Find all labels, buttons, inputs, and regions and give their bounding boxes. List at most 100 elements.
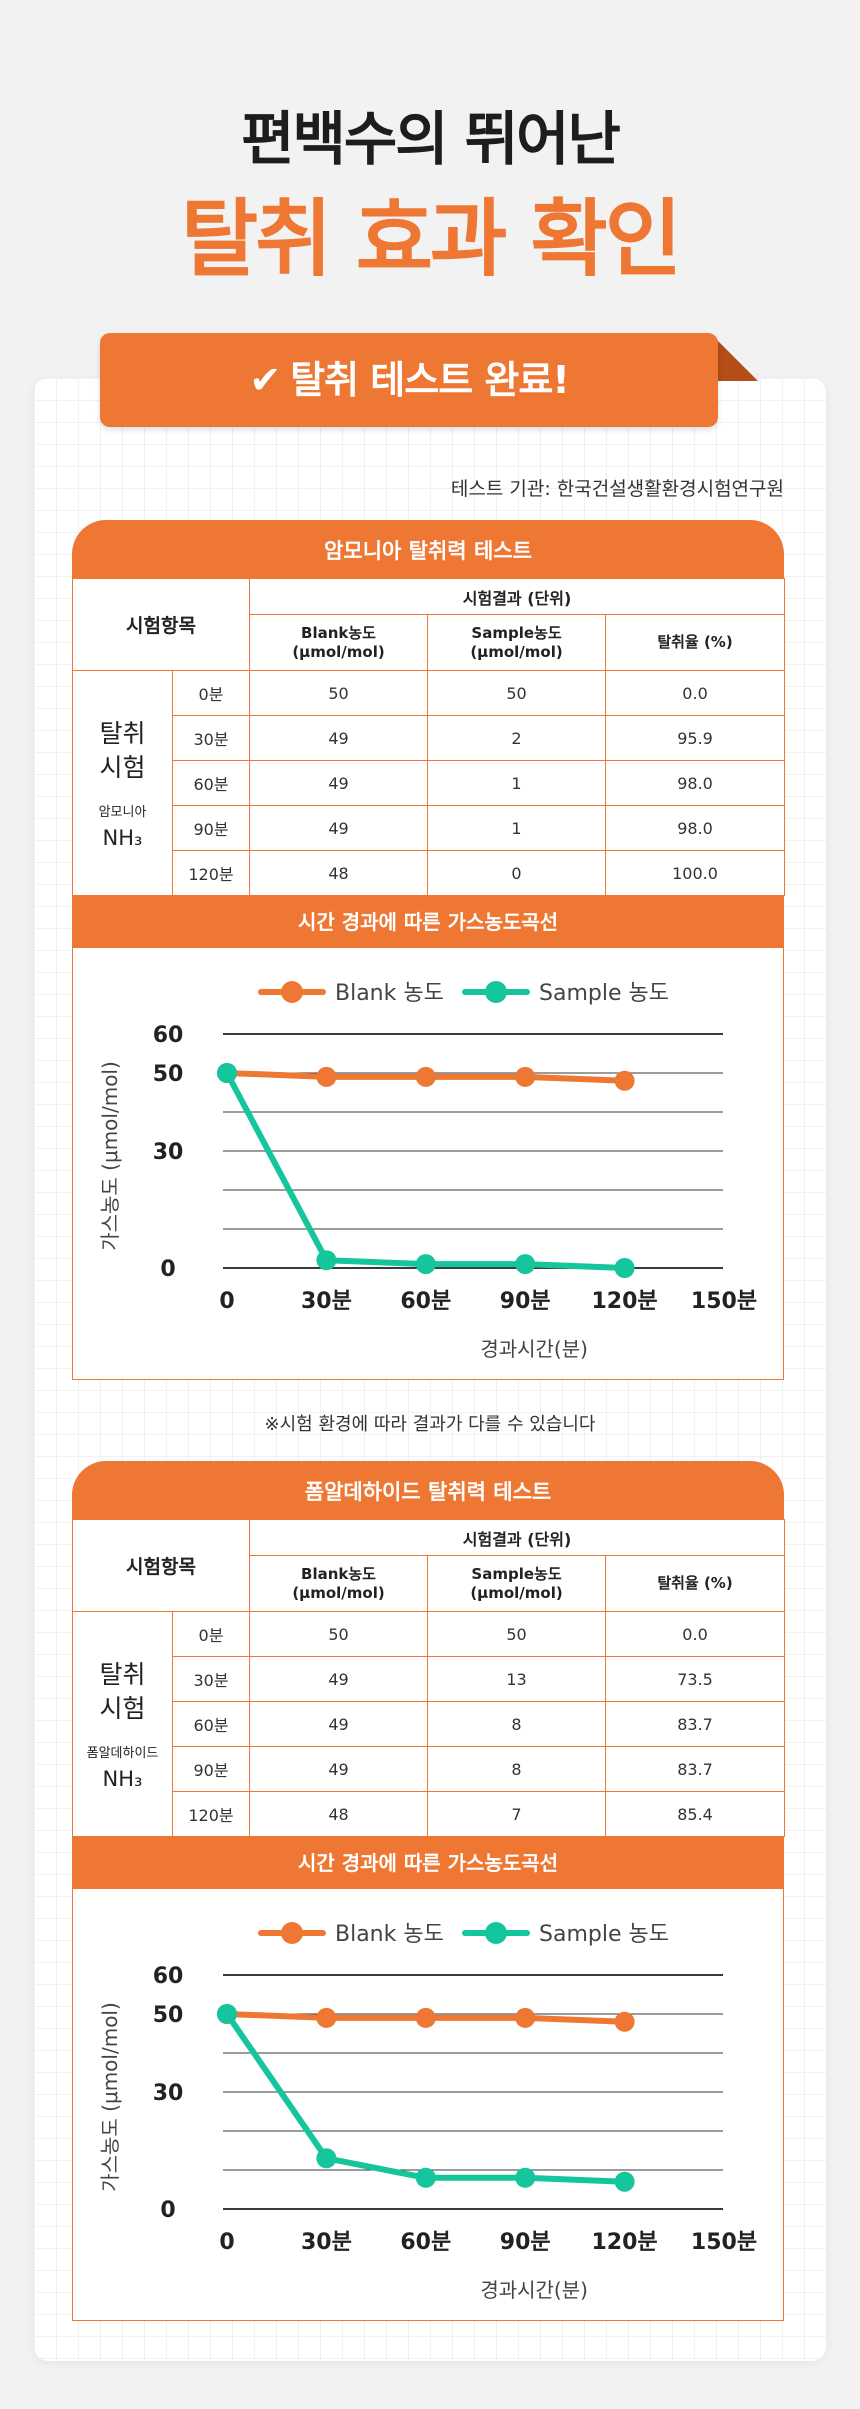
blank-cell: 49 <box>249 1701 429 1747</box>
legend-label: Blank 농도 <box>335 981 444 1006</box>
data-point-sample <box>614 1258 635 1278</box>
result-table: 시험항목 시험결과 (단위) Blank농도 (μmol/mol) Sample… <box>71 578 786 896</box>
test-label: 탈취 시험 <box>99 1659 146 1723</box>
blank-cell: 48 <box>249 850 429 896</box>
rate-cell: 98.0 <box>605 805 786 851</box>
sample-cell: 7 <box>427 1791 607 1837</box>
sample-cell: 50 <box>427 1611 607 1657</box>
y-tick-label: 0 <box>160 2198 175 2223</box>
x-tick-label: 30분 <box>301 1289 352 1314</box>
sample-cell: 0 <box>427 850 607 896</box>
y-tick-label: 50 <box>153 1062 184 1087</box>
x-tick-label: 60분 <box>400 1289 451 1314</box>
header-test-item: 시험항목 <box>71 1519 251 1612</box>
data-point-blank <box>614 2011 635 2032</box>
header-rate: 탈취율 (%) <box>605 1555 786 1612</box>
x-tick-label: 0 <box>219 1289 234 1314</box>
test-complete-ribbon: ✔ 탈취 테스트 완료! <box>100 333 718 427</box>
substance-name: 폼알데하이드 <box>86 1745 159 1761</box>
time-cell: 30분 <box>171 715 251 761</box>
data-point-sample <box>515 2167 536 2188</box>
rate-cell: 0.0 <box>605 670 786 716</box>
x-axis-label: 경과시간(분) <box>480 2278 588 2302</box>
disclaimer-note: ※시험 환경에 따라 결과가 다를 수 있습니다 <box>264 1414 596 1435</box>
sample-cell: 13 <box>427 1656 607 1702</box>
test-label-cell: 탈취 시험 폼알데하이드 NH₃ <box>72 1611 173 1837</box>
time-cell: 0분 <box>171 670 251 716</box>
time-cell: 0분 <box>171 1611 251 1657</box>
substance-name: 암모니아 <box>98 804 147 820</box>
y-tick-label: 0 <box>160 1257 175 1282</box>
header-result: 시험결과 (단위) <box>249 578 786 615</box>
y-tick-label: 30 <box>153 1140 184 1165</box>
y-axis-label: 가스농도 (μmol/mol) <box>98 1061 122 1251</box>
blank-cell: 50 <box>249 1611 429 1657</box>
sample-cell: 8 <box>427 1746 607 1792</box>
header-blank: Blank농도 (μmol/mol) <box>249 614 429 671</box>
rate-cell: 85.4 <box>605 1791 786 1837</box>
data-point-sample <box>415 1254 436 1275</box>
y-axis-label: 가스농도 (μmol/mol) <box>98 2002 122 2192</box>
ribbon-fold <box>710 333 758 381</box>
rate-cell: 98.0 <box>605 760 786 806</box>
x-tick-label: 90분 <box>500 1289 551 1314</box>
rate-cell: 83.7 <box>605 1701 786 1747</box>
header-result: 시험결과 (단위) <box>249 1519 786 1556</box>
rate-cell: 100.0 <box>605 850 786 896</box>
time-cell: 90분 <box>171 1746 251 1792</box>
data-point-blank <box>415 2007 436 2028</box>
data-point-sample <box>515 1254 536 1275</box>
section-title: 폼알데하이드 탈취력 테스트 <box>72 1461 784 1519</box>
time-cell: 120분 <box>171 850 251 896</box>
sample-cell: 50 <box>427 670 607 716</box>
ammonia-test-section: 암모니아 탈취력 테스트 시험항목 시험결과 (단위) Blank농도 (μmo… <box>71 520 786 1380</box>
header-sample: Sample농도 (μmol/mol) <box>427 1555 607 1612</box>
formula: NH₃ <box>102 1766 143 1791</box>
y-tick-label: 50 <box>153 2003 184 2028</box>
x-axis-label: 경과시간(분) <box>480 1337 588 1361</box>
test-label: 탈취 시험 <box>99 718 146 782</box>
x-tick-label: 0 <box>219 2230 234 2255</box>
data-point-sample <box>614 2171 635 2192</box>
hero-title-line1: 편백수의 뛰어난 <box>241 105 621 173</box>
data-point-blank <box>415 1066 436 1087</box>
sample-cell: 2 <box>427 715 607 761</box>
data-point-blank <box>316 1066 337 1087</box>
hero-title-line2: 탈취 효과 확인 <box>180 190 682 288</box>
rate-cell: 83.7 <box>605 1746 786 1792</box>
rate-cell: 0.0 <box>605 1611 786 1657</box>
sample-cell: 1 <box>427 805 607 851</box>
chart-band-title: 시간 경과에 따른 가스농도곡선 <box>72 1837 784 1889</box>
legend-label: Sample 농도 <box>539 1922 669 1947</box>
formula: NH₃ <box>102 825 143 850</box>
check-icon: ✔ <box>249 358 281 402</box>
data-point-sample <box>316 2148 337 2169</box>
blank-cell: 50 <box>249 670 429 716</box>
header-blank: Blank농도 (μmol/mol) <box>249 1555 429 1612</box>
x-tick-label: 150분 <box>691 1289 757 1314</box>
time-cell: 120분 <box>171 1791 251 1837</box>
test-organization: 테스트 기관: 한국건설생활환경시험연구원 <box>450 478 784 500</box>
result-table: 시험항목 시험결과 (단위) Blank농도 (μmol/mol) Sample… <box>71 1519 786 1837</box>
header-test-item: 시험항목 <box>71 578 251 671</box>
concentration-chart: 0 30 50 60 0 30분 60분 90분 120분 150분 경과시간(분) 가스농도 (μm… <box>72 948 784 1380</box>
x-tick-label: 90분 <box>500 2230 551 2255</box>
data-point-sample <box>217 2004 237 2024</box>
x-tick-label: 30분 <box>301 2230 352 2255</box>
blank-cell: 49 <box>249 760 429 806</box>
data-point-blank <box>515 2007 536 2028</box>
concentration-chart: 0 30 50 60 0 30분 60분 90분 120분 150분 경과시간(분) 가스농도 (μm… <box>72 1889 784 2321</box>
blank-cell: 49 <box>249 1746 429 1792</box>
legend-marker <box>485 1922 507 1944</box>
blank-cell: 48 <box>249 1791 429 1837</box>
x-tick-label: 120분 <box>592 2230 658 2255</box>
y-tick-label: 60 <box>153 1964 184 1989</box>
blank-cell: 49 <box>249 715 429 761</box>
blank-cell: 49 <box>249 1656 429 1702</box>
chart-band-title: 시간 경과에 따른 가스농도곡선 <box>72 896 784 948</box>
data-point-blank <box>614 1070 635 1091</box>
y-tick-label: 30 <box>153 2081 184 2106</box>
legend-marker <box>281 1922 303 1944</box>
